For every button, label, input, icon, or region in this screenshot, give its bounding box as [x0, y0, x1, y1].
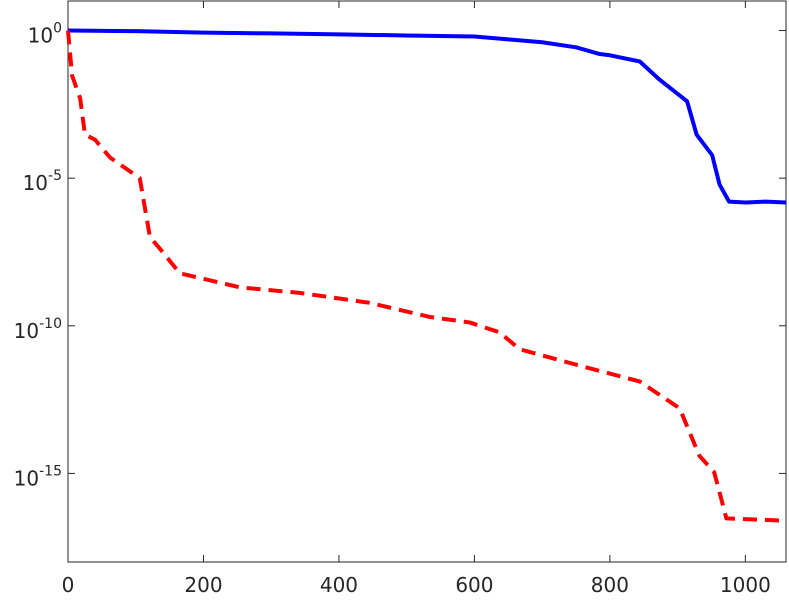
x-tick-label: 0: [62, 573, 75, 597]
y-tick-label: 10-15: [14, 463, 62, 490]
y-tick-label: 100: [28, 21, 62, 48]
y-tick-label: 10-5: [23, 168, 62, 195]
plot-frame: [67, 0, 787, 563]
x-tick-label: 600: [455, 573, 493, 597]
series-line: [67, 28, 787, 205]
x-tick-label: 800: [591, 573, 629, 597]
x-tick-label: 200: [184, 573, 222, 597]
series-line: [66, 30, 786, 523]
x-tick-label: 400: [320, 573, 358, 597]
x-tick-label: 1000: [720, 573, 771, 597]
y-tick-label: 10-10: [14, 316, 62, 343]
